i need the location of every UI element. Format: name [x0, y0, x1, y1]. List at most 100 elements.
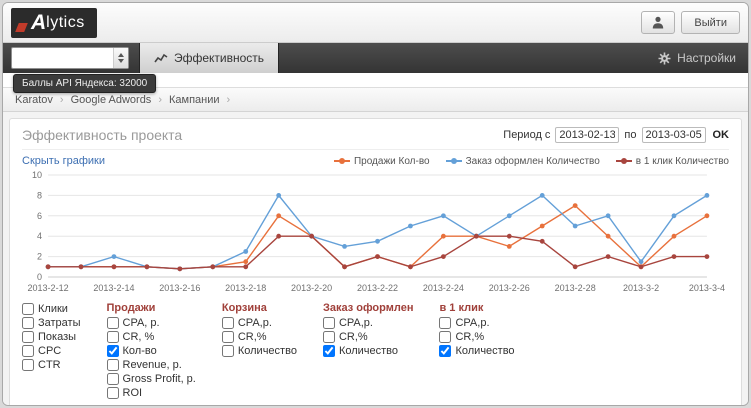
filter-item[interactable]: Затраты [22, 317, 81, 329]
filter-item[interactable]: CTR [22, 359, 81, 371]
filter-checkbox[interactable] [22, 359, 34, 371]
filter-checkbox[interactable] [322, 345, 335, 357]
filter-checkbox[interactable] [22, 345, 34, 357]
filter-checkbox[interactable] [106, 317, 119, 329]
chart-point[interactable] [111, 254, 117, 259]
user-button[interactable] [641, 11, 676, 34]
filter-checkbox[interactable] [322, 317, 335, 329]
filter-checkbox[interactable] [439, 317, 452, 329]
filter-checkbox[interactable] [106, 387, 119, 399]
chart-point[interactable] [605, 233, 611, 239]
chart-point[interactable] [111, 264, 117, 270]
chart-point[interactable] [375, 238, 380, 244]
filter-item[interactable]: CR,% [322, 331, 414, 343]
chart-point[interactable] [638, 264, 644, 270]
project-select[interactable] [11, 47, 129, 69]
chart-point[interactable] [572, 264, 578, 270]
filter-item[interactable]: Кол-во [106, 345, 196, 357]
chart-point[interactable] [539, 223, 545, 229]
chart-point[interactable] [506, 213, 512, 219]
chart-point[interactable] [243, 264, 249, 270]
chart-point[interactable] [408, 223, 413, 229]
ok-button[interactable]: OK [712, 129, 730, 141]
chart-point[interactable] [144, 264, 150, 270]
chart-point[interactable] [440, 213, 446, 219]
chart-point[interactable] [671, 213, 677, 219]
breadcrumb-item[interactable]: Karatov [15, 93, 53, 106]
hide-charts-link[interactable]: Скрыть графики [22, 155, 106, 167]
filter-item[interactable]: CR,% [439, 331, 514, 343]
chart-point[interactable] [243, 259, 249, 265]
filter-checkbox[interactable] [322, 331, 335, 343]
performance-chart[interactable]: 0 2 4 6 8 10 2013-2-12 2013-2-14 2013-2-16 2013-2… [22, 169, 729, 297]
chart-point[interactable] [309, 233, 315, 239]
chart-point[interactable] [704, 213, 710, 219]
chart-point[interactable] [177, 266, 183, 272]
filter-item[interactable]: Количество [322, 345, 414, 357]
filter-checkbox[interactable] [22, 331, 34, 343]
filter-checkbox[interactable] [106, 373, 119, 385]
chart-point[interactable] [539, 193, 545, 198]
chart-point[interactable] [342, 264, 347, 270]
filter-checkbox[interactable] [221, 345, 234, 357]
chart-point[interactable] [506, 244, 512, 249]
legend-item[interactable]: Заказ оформлен Количество [445, 156, 600, 167]
breadcrumb-item[interactable]: Кампании [168, 93, 220, 106]
chart-point[interactable] [276, 193, 282, 198]
chart-point[interactable] [506, 233, 512, 239]
filter-item[interactable]: CPA,р. [221, 317, 297, 329]
chart-point[interactable] [704, 254, 710, 259]
filter-item[interactable]: CPC [22, 345, 81, 357]
chart-point[interactable] [276, 213, 282, 219]
chart-point[interactable] [572, 223, 578, 229]
chart-point[interactable] [342, 244, 347, 249]
chart-point[interactable] [375, 254, 380, 259]
filter-item[interactable]: CPA,р. [439, 317, 514, 329]
logout-button[interactable]: Выйти [681, 11, 740, 34]
filter-item[interactable]: Revenue, р. [106, 359, 196, 371]
filter-item[interactable]: Показы [22, 331, 81, 343]
filter-item[interactable]: CR,% [221, 331, 297, 343]
chart-point[interactable] [539, 238, 545, 244]
period-from-input[interactable] [555, 127, 620, 143]
breadcrumb-item[interactable]: Google Adwords [70, 93, 152, 106]
filter-checkbox[interactable] [106, 345, 119, 357]
filter-checkbox[interactable] [22, 317, 34, 329]
chart-point[interactable] [572, 203, 578, 208]
chart-point[interactable] [671, 233, 677, 239]
chart-point[interactable] [210, 264, 216, 270]
filter-checkbox[interactable] [106, 331, 119, 343]
filter-item[interactable]: ROI [106, 387, 196, 399]
chart-point[interactable] [45, 264, 51, 270]
filter-item[interactable]: Количество [439, 345, 515, 357]
chart-point[interactable] [243, 249, 249, 254]
filter-item[interactable]: Gross Profit, р. [106, 373, 196, 385]
chart-point[interactable] [638, 259, 644, 265]
filter-item[interactable]: CPA,р. [322, 317, 414, 329]
chart-point[interactable] [408, 264, 413, 270]
filter-checkbox[interactable] [221, 331, 234, 343]
legend-item[interactable]: Продажи Кол-во [333, 156, 430, 167]
chart-point[interactable] [440, 254, 446, 259]
select-spinner-icon[interactable] [113, 48, 128, 68]
filter-item[interactable]: Количество [221, 345, 297, 357]
filter-item[interactable]: CR, % [106, 331, 196, 343]
filter-checkbox[interactable] [22, 303, 34, 315]
chart-point[interactable] [704, 193, 710, 198]
chart-point[interactable] [671, 254, 677, 259]
chart-point[interactable] [473, 233, 479, 239]
filter-checkbox[interactable] [439, 331, 452, 343]
chart-point[interactable] [440, 233, 446, 239]
chart-point[interactable] [276, 233, 282, 239]
chart-point[interactable] [605, 213, 611, 219]
chart-point[interactable] [78, 264, 84, 270]
period-to-input[interactable] [641, 127, 706, 143]
legend-item[interactable]: в 1 клик Количество [615, 156, 729, 167]
chart-point[interactable] [605, 254, 611, 259]
tab-effectiveness[interactable]: Эффективность [139, 43, 280, 73]
settings-button[interactable]: Настройки [646, 43, 748, 73]
filter-checkbox[interactable] [221, 317, 234, 329]
filter-checkbox[interactable] [106, 359, 119, 371]
filter-item[interactable]: CPA, р. [106, 317, 196, 329]
filter-checkbox[interactable] [439, 345, 452, 357]
